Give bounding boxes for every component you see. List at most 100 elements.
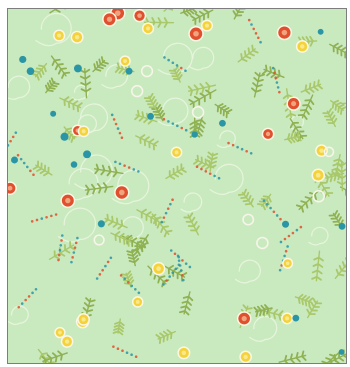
tiny-dot <box>40 217 44 220</box>
swirl-line <box>57 207 97 243</box>
flower-center <box>145 26 151 31</box>
tiny-dot <box>127 166 131 169</box>
leaf-blade <box>263 201 268 208</box>
leaf-blade <box>307 104 313 111</box>
tiny-dot <box>166 207 170 210</box>
swirl-line <box>8 305 29 326</box>
tiny-dot <box>71 256 74 259</box>
leaf-blade <box>262 203 266 211</box>
leaf-blade <box>94 168 100 175</box>
tiny-dot <box>114 122 118 126</box>
leaf-blade <box>316 269 323 275</box>
tiny-dot <box>271 66 275 70</box>
tiny-dot <box>278 268 282 272</box>
leaf-blade <box>92 187 96 195</box>
leaf-blade <box>86 188 90 196</box>
tiny-dot <box>120 136 124 140</box>
leaf-blade <box>120 273 128 277</box>
tiny-dot <box>181 259 184 262</box>
tiny-dot <box>45 215 48 219</box>
leaf-blade <box>103 218 109 224</box>
tiny-dot <box>280 264 283 267</box>
leaf-blade <box>200 119 206 125</box>
leaf-blade <box>336 44 343 50</box>
white-ring <box>191 105 205 119</box>
leaf-stem <box>326 352 340 363</box>
leaf-stem <box>189 89 217 106</box>
leaf-blade <box>267 307 273 314</box>
tiny-dot <box>171 122 175 125</box>
leaf-blade <box>201 86 205 94</box>
leaf-blade <box>126 234 133 240</box>
leaf-blade <box>67 98 74 104</box>
tiny-dot <box>275 81 279 84</box>
leaf-blade <box>338 158 344 164</box>
leaf-blade <box>267 196 272 203</box>
flower-center <box>8 185 13 191</box>
tiny-dot <box>74 241 78 245</box>
leaf-blade <box>308 82 312 90</box>
leaf-blade <box>163 21 169 28</box>
leaf-blade <box>197 131 203 137</box>
leaf-blade <box>162 335 166 343</box>
leaf-blade <box>46 82 51 89</box>
flower-center <box>265 131 271 137</box>
leaf-blade <box>140 208 147 214</box>
tiny-dot <box>126 281 130 284</box>
tiny-dot <box>171 271 175 274</box>
leaf-blade <box>244 202 252 206</box>
leaf-blade <box>152 140 159 146</box>
teal-dot <box>338 222 346 230</box>
tiny-dot <box>175 64 179 67</box>
tiny-dot <box>22 161 26 165</box>
leaf-blade <box>44 84 49 92</box>
flower-center <box>135 300 140 304</box>
tiny-dot <box>262 199 266 202</box>
leaf-blade <box>118 232 125 238</box>
tiny-dot <box>54 213 58 216</box>
tiny-dot <box>299 225 303 229</box>
tiny-dot <box>287 234 291 238</box>
tiny-dot <box>284 249 288 253</box>
leaf-blade <box>134 114 140 121</box>
leaf-stem <box>84 185 114 191</box>
leaf-blade <box>301 350 305 358</box>
leaf-blade <box>118 321 125 327</box>
tiny-dot <box>188 265 192 269</box>
leaf-blade <box>36 167 43 172</box>
tiny-dot <box>265 203 269 206</box>
teal-dot <box>147 112 154 120</box>
leaf-blade <box>141 241 147 249</box>
tiny-dot <box>184 128 188 132</box>
pattern-frame <box>7 8 347 364</box>
leaf-blade <box>117 327 124 333</box>
leaf-blade <box>118 68 124 74</box>
leaf-blade <box>332 99 340 104</box>
leaf-blade <box>65 127 73 131</box>
teal-dot <box>60 132 69 141</box>
tiny-dot <box>176 124 179 128</box>
tiny-dot <box>76 236 79 240</box>
teal-dot <box>292 314 300 322</box>
tiny-dot <box>236 145 239 149</box>
tiny-dot <box>110 113 114 117</box>
leaf-stem <box>298 189 320 211</box>
tiny-dot <box>169 249 173 252</box>
leaf-blade <box>60 353 63 361</box>
leaf-blade <box>344 50 346 54</box>
leaf-blade <box>63 71 71 75</box>
leaf-blade <box>117 224 124 230</box>
tiny-dot <box>169 202 172 206</box>
leaf-blade <box>336 167 342 173</box>
flower-center <box>64 339 70 344</box>
leaf-blade <box>41 352 48 355</box>
flower-center <box>74 34 80 40</box>
tiny-dot <box>114 160 117 164</box>
tiny-dot <box>180 273 184 277</box>
leaf-blade <box>185 305 191 311</box>
leaf-blade <box>112 222 119 228</box>
flower-center <box>281 29 288 36</box>
flower-center <box>58 330 62 335</box>
tiny-dot <box>174 267 178 271</box>
swirl-line <box>288 115 305 130</box>
